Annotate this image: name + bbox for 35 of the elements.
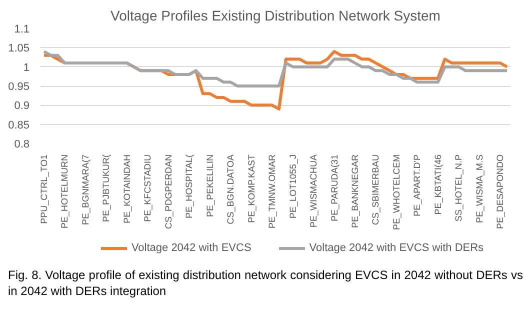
x-tick-label: CS_PDGPERDAN [163,154,174,230]
legend-label: Voltage 2042 with EVCS [131,240,252,256]
x-tick-label: PE_BGNMARA(7 [80,154,90,226]
x-tick-label: PPU_CTRL_TO1 [38,154,49,224]
x-tick-label: PE_PEKELILIN [204,154,215,218]
x-tick-label: PE_BANKNEGAR [350,154,360,228]
y-tick-label: 0.9 [14,100,30,112]
x-tick-label: PE_APART.D'P [412,154,422,216]
x-tick-label: PE_KFCSTADIU [142,154,153,222]
x-tick-label: PE_WISMA_M.S [474,154,484,224]
legend-label: Voltage 2042 with EVCS with DERs [309,240,484,256]
caption: Fig. 8. Voltage profile of existing distribution network considering EVCS in 2042 without DERs vs in 2042 with DERs integration [8,268,523,300]
y-tick-label: 0.95 [8,81,30,93]
x-tick-label: PE_HOTELMURN [60,154,70,229]
x-tick-label: CS_BGN.DATOA [226,154,236,224]
x-tick-label: PE_PJBTUKUR( [101,154,112,222]
x-tick-label: PE_KOTAINDAH [122,154,132,224]
x-tick-label: CS_SBIMERBAU [370,154,381,226]
x-tick-label: PE_LOT1055_J [288,154,298,219]
x-tick-label: PE_KBTATI(46 [432,154,443,215]
x-tick-label: PE_TMNW.OMAR [267,154,278,229]
y-tick-label: 1.1 [14,24,30,36]
x-tick-label: PE_PARUDA(31 [329,154,340,222]
x-tick-label: PE_WHOTELCEM [391,154,402,230]
y-tick-label: 1 [23,62,30,74]
y-tick-label: 0.8 [14,138,30,150]
y-tick-label: 1.05 [8,42,30,55]
x-tick-label: SS_HOTEL_N.P [454,154,464,222]
y-tick-label: 0.85 [8,119,30,132]
x-tick-label: PE_WISMACHUA [308,154,319,228]
x-tick-label: PE_DESAPONDO [495,154,506,230]
chart-title: Voltage Profiles Existing Distribution Network System [110,8,440,24]
x-tick-label: PE_KOMP.KAST [246,154,256,223]
line-series [42,50,509,88]
x-tick-label: PE_HOSPITAL( [184,154,194,218]
